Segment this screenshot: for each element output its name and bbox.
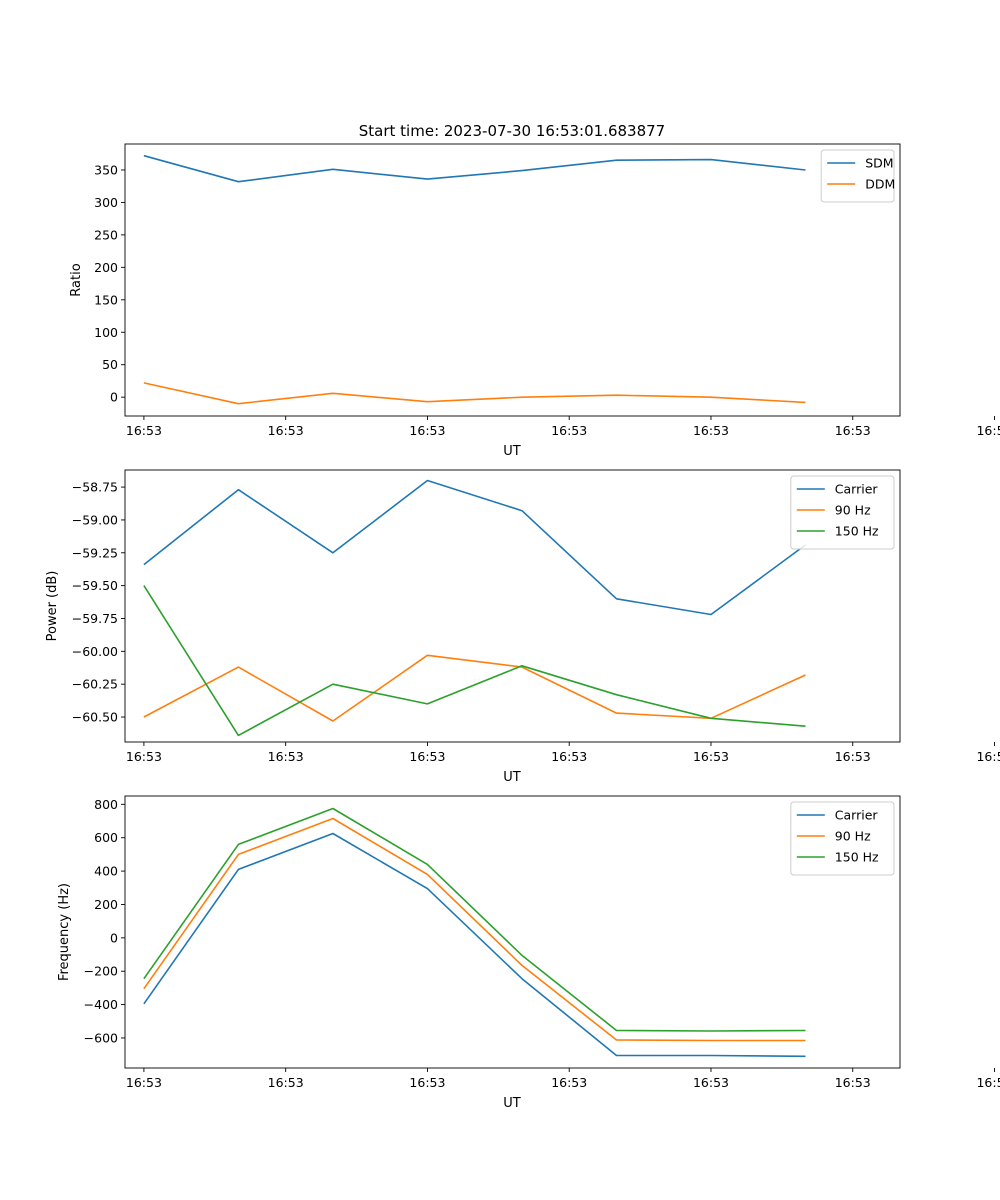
ratio-x-tick-label: 16:54 bbox=[976, 423, 1000, 438]
frequency-legend: Carrier 90 Hz 150 Hz bbox=[790, 801, 895, 876]
power-panel: 16:53 16:53 16:53 16:53 16:53 16:53 16:54 −58.7… bbox=[45, 469, 1000, 785]
power-y-tick-label: −59.25 bbox=[72, 545, 118, 560]
ratio-x-tick-label: 16:53 bbox=[693, 423, 729, 438]
ratio-x-tick-label: 16:53 bbox=[551, 423, 587, 438]
power-x-tick-label: 16:53 bbox=[268, 749, 304, 764]
ratio-series-sdm bbox=[143, 154, 806, 183]
frequency-series-90-hz bbox=[143, 817, 806, 1042]
power-x-tick-label: 16:53 bbox=[693, 749, 729, 764]
frequency-axes-frame bbox=[124, 795, 901, 1069]
power-legend: Carrier 90 Hz 150 Hz bbox=[790, 475, 895, 550]
power-legend-label: 150 Hz bbox=[835, 524, 879, 539]
ratio-y-tick-label: 200 bbox=[94, 260, 118, 275]
ratio-x-tick-label: 16:53 bbox=[268, 423, 304, 438]
ratio-legend-label: SDM bbox=[865, 156, 893, 171]
ratio-x-tick-label: 16:53 bbox=[835, 423, 871, 438]
power-legend-label: 90 Hz bbox=[835, 503, 871, 518]
power-y-axis-label: Power (dB) bbox=[45, 571, 60, 642]
power-y-tick-label: −59.50 bbox=[72, 578, 118, 593]
ratio-y-tick-label: 0 bbox=[110, 390, 118, 405]
frequency-y-tick-label: −600 bbox=[84, 1030, 118, 1045]
ratio-y-tick-label: 150 bbox=[94, 292, 118, 307]
frequency-x-tick-label: 16:54 bbox=[976, 1075, 1000, 1090]
power-x-tick-label: 16:53 bbox=[409, 749, 445, 764]
power-x-tick-label: 16:53 bbox=[126, 749, 162, 764]
power-x-axis-label: UT bbox=[503, 770, 521, 785]
frequency-x-axis-label: UT bbox=[503, 1096, 521, 1111]
power-y-tick-label: −60.50 bbox=[72, 710, 118, 725]
ratio-x-tick-label: 16:53 bbox=[126, 423, 162, 438]
frequency-y-tick-label: 600 bbox=[94, 830, 118, 845]
ratio-y-tick-label: 250 bbox=[94, 227, 118, 242]
power-y-tick-label: −60.25 bbox=[72, 677, 118, 692]
frequency-series-150-hz bbox=[143, 807, 806, 1032]
frequency-legend-label: 90 Hz bbox=[835, 829, 871, 844]
power-series-90-hz bbox=[143, 654, 806, 722]
ratio-y-tick-label: 300 bbox=[94, 195, 118, 210]
ratio-y-tick-label: 350 bbox=[94, 162, 118, 177]
power-y-tick-label: −60.00 bbox=[72, 644, 118, 659]
frequency-x-tick-label: 16:53 bbox=[693, 1075, 729, 1090]
frequency-y-tick-label: 800 bbox=[94, 797, 118, 812]
frequency-y-tick-label: −200 bbox=[84, 964, 118, 979]
ratio-axes-frame bbox=[124, 143, 901, 417]
frequency-y-tick-label: 200 bbox=[94, 897, 118, 912]
power-y-tick-label: −59.00 bbox=[72, 512, 118, 527]
frequency-y-tick-label: −400 bbox=[84, 997, 118, 1012]
power-x-tick-label: 16:53 bbox=[551, 749, 587, 764]
frequency-legend-label: Carrier bbox=[835, 808, 879, 823]
ratio-y-tick-label: 50 bbox=[102, 357, 118, 372]
frequency-x-tick-label: 16:53 bbox=[551, 1075, 587, 1090]
power-x-tick-label: 16:53 bbox=[835, 749, 871, 764]
ratio-series-ddm bbox=[143, 382, 806, 405]
ratio-y-tick-label: 100 bbox=[94, 325, 118, 340]
power-x-tick-label: 16:54 bbox=[976, 749, 1000, 764]
frequency-x-tick-label: 16:53 bbox=[268, 1075, 304, 1090]
frequency-y-tick-label: 400 bbox=[94, 864, 118, 879]
frequency-x-tick-label: 16:53 bbox=[409, 1075, 445, 1090]
power-legend-label: Carrier bbox=[835, 482, 879, 497]
frequency-x-tick-label: 16:53 bbox=[126, 1075, 162, 1090]
ratio-legend: SDM DDM bbox=[820, 149, 895, 203]
figure-title: Start time: 2023-07-30 16:53:01.683877 bbox=[359, 122, 665, 140]
frequency-x-tick-label: 16:53 bbox=[835, 1075, 871, 1090]
frequency-y-tick-label: 0 bbox=[110, 930, 118, 945]
frequency-y-axis-label: Frequency (Hz) bbox=[57, 883, 72, 981]
axes-container: 16:53 16:53 16:53 16:53 16:53 16:53 16:54 0 50 10… bbox=[45, 143, 1000, 1111]
power-axes-frame bbox=[124, 469, 901, 743]
ratio-panel: 16:53 16:53 16:53 16:53 16:53 16:53 16:54 0 50 10… bbox=[69, 143, 1000, 459]
frequency-legend-label: 150 Hz bbox=[835, 850, 879, 865]
ratio-x-axis-label: UT bbox=[503, 444, 521, 459]
ratio-legend-label: DDM bbox=[865, 177, 895, 192]
frequency-series-carrier bbox=[143, 832, 806, 1058]
power-series-150-hz bbox=[143, 585, 806, 737]
ratio-x-tick-label: 16:53 bbox=[409, 423, 445, 438]
power-y-tick-label: −59.75 bbox=[72, 611, 118, 626]
power-series-carrier bbox=[143, 479, 806, 616]
frequency-panel: 16:53 16:53 16:53 16:53 16:53 16:53 16:54 800 60… bbox=[57, 795, 1000, 1111]
power-y-tick-label: −58.75 bbox=[72, 480, 118, 495]
ratio-y-axis-label: Ratio bbox=[69, 263, 84, 296]
